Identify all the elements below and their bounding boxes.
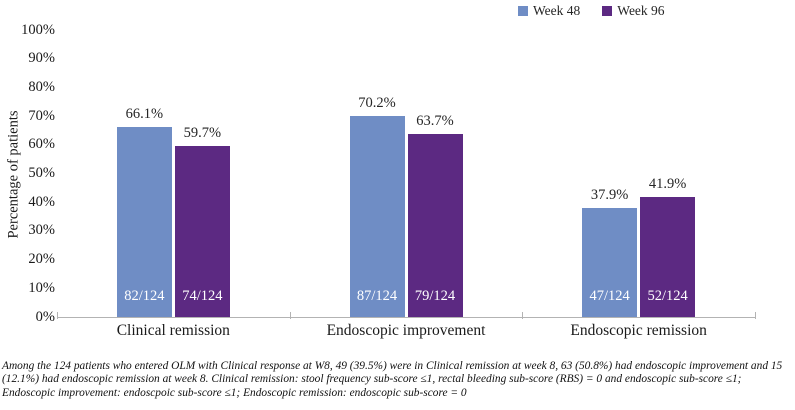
bar-fraction-label: 79/124 — [414, 288, 456, 304]
legend-item: Week 96 — [602, 3, 665, 19]
bar-fraction-label: 74/124 — [182, 288, 223, 304]
bar-value-label: 70.2% — [358, 94, 396, 111]
bar-value-label: 41.9% — [648, 175, 687, 192]
y-tick-label: 30% — [28, 222, 55, 239]
y-tick-label: 0% — [35, 308, 55, 325]
category-label: Endoscopic improvement — [326, 322, 486, 339]
bar-fraction-label: 87/124 — [356, 288, 398, 304]
bar-fraction-label: 82/124 — [124, 288, 165, 304]
bar-value-label: 63.7% — [416, 113, 454, 130]
footnote-line: Endoscopic improvement: endoscpoic sub-s… — [2, 386, 467, 399]
axis-tick — [522, 312, 524, 319]
legend-swatch-icon — [602, 6, 613, 16]
category-label: Endoscopic remission — [570, 322, 707, 339]
axis-tick — [57, 312, 58, 319]
bar-fraction-label: 52/124 — [647, 288, 688, 304]
bar-week-96 — [174, 145, 230, 317]
y-tick-label: 50% — [28, 165, 55, 181]
bar-fraction-label: 47/124 — [589, 288, 630, 304]
legend-label: Week 48 — [533, 3, 581, 18]
footnote: Among the 124 patients who entered OLM w… — [2, 360, 794, 400]
chart-legend: Week 48 Week 96 — [518, 3, 665, 19]
bar-week-48 — [116, 127, 172, 317]
bar-week-48 — [582, 208, 638, 317]
bar-value-label: 37.9% — [590, 187, 629, 204]
y-tick-label: 80% — [28, 78, 55, 95]
y-tick-label: 60% — [28, 136, 55, 153]
y-tick-label: 70% — [28, 107, 55, 124]
y-tick-label: 100% — [21, 21, 55, 38]
legend-swatch-icon — [518, 6, 528, 16]
legend-label: Week 96 — [617, 3, 665, 18]
y-tick-label: 40% — [28, 193, 55, 210]
legend-item: Week 48 — [518, 3, 580, 19]
bar-value-label: 66.1% — [125, 106, 164, 123]
y-tick-label: 20% — [28, 251, 55, 268]
bar-value-label: 59.7% — [183, 124, 222, 141]
axis-tick — [755, 312, 756, 319]
x-axis-line — [57, 317, 755, 318]
bar-week-48 — [349, 115, 405, 317]
axis-tick — [289, 312, 291, 319]
footnote-line: (12.1%) had endoscopic remission at week… — [2, 373, 742, 386]
footnote-line: Among the 124 patients who entered OLM w… — [2, 360, 783, 372]
y-tick-label: 10% — [28, 279, 55, 296]
bar-week-96 — [407, 134, 463, 317]
category-label: Clinical remission — [116, 322, 230, 339]
bar-week-96 — [640, 196, 696, 317]
y-tick-label: 90% — [28, 50, 55, 67]
